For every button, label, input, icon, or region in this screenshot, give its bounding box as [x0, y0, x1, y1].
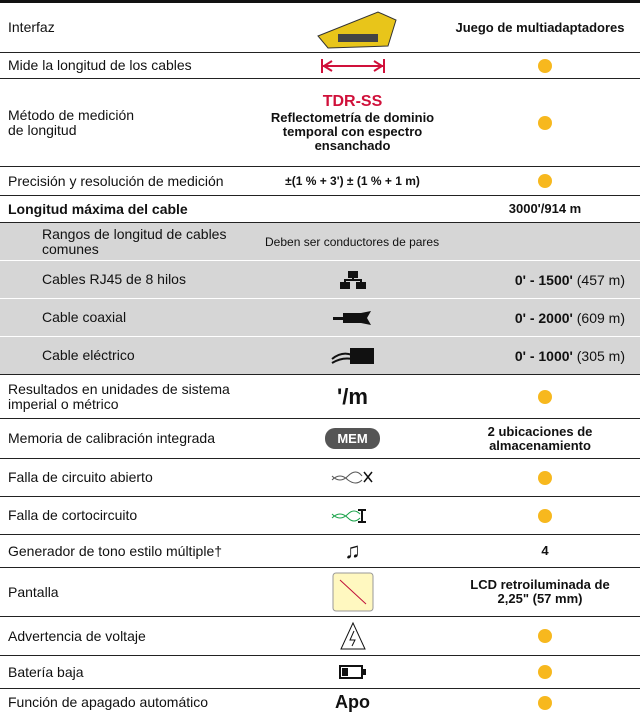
row: Memoria de calibración integrada MEM 2 u… [0, 418, 640, 458]
short-icon [255, 497, 450, 534]
row: Cable eléctrico 0' - 1000' (305 m) [0, 336, 640, 374]
row: Interfaz Juego de multiadaptadores [0, 0, 640, 52]
row: Cables RJ45 de 8 hilos 0' - 1500' (457 m… [0, 260, 640, 298]
row: Función de apagado automático Apo [0, 688, 640, 716]
yes [455, 79, 635, 166]
yes [455, 375, 635, 418]
yes [455, 167, 635, 195]
range: 0' - 1500' (457 m) [455, 261, 635, 298]
label: Rangos de longitud de cables comunes [42, 225, 227, 257]
label: Falla de cortocircuito [8, 507, 138, 523]
label: Método de medición de longitud [8, 106, 135, 138]
method-title: TDR-SS [322, 92, 383, 110]
yes [455, 497, 635, 534]
row: Advertencia de voltaje [0, 616, 640, 655]
battery-icon [255, 656, 450, 688]
row: Mide la longitud de los cables [0, 52, 640, 78]
row: Generador de tono estilo múltiple† ♫ 4 [0, 534, 640, 567]
yes [455, 656, 635, 688]
row: Resultados en unidades de sistema imperi… [0, 374, 640, 418]
range-m: (305 m) [576, 347, 625, 364]
row: Precisión y resolución de medición ±(1 %… [0, 166, 640, 195]
length-icon [255, 53, 450, 78]
label: Generador de tono estilo múltiple† [8, 542, 223, 559]
range-ft: 0' - 1500' [514, 271, 573, 288]
mem-text: MEM [325, 428, 380, 449]
apo: Apo [335, 692, 370, 712]
label: Pantalla [8, 583, 59, 600]
units: '/m [337, 383, 368, 409]
row: Longitud máxima del cable 3000'/914 m [0, 195, 640, 222]
rj45-icon [255, 261, 450, 298]
label: Longitud máxima del cable [8, 200, 188, 217]
value: Juego de multiadaptadores [455, 19, 625, 35]
range-m: (609 m) [576, 309, 625, 326]
label: Advertencia de voltaje [8, 627, 146, 644]
row: Falla de circuito abierto [0, 458, 640, 496]
open-icon [255, 459, 450, 496]
yes [455, 459, 635, 496]
range-m: (457 m) [576, 271, 625, 288]
value: LCD retroiluminada de 2,25" (57 mm) [470, 577, 610, 606]
yes [455, 617, 635, 655]
yes [455, 53, 635, 78]
row: Método de medición de longitud TDR-SS Ref… [0, 78, 640, 166]
label: Falla de circuito abierto [8, 469, 153, 485]
label: Memoria de calibración integrada [8, 430, 215, 446]
label: Cables RJ45 de 8 hilos [42, 271, 186, 287]
row: Falla de cortocircuito [0, 496, 640, 534]
label: Cable eléctrico [42, 347, 135, 363]
value: 4 [541, 543, 549, 558]
range-ft: 0' - 2000' [514, 309, 573, 326]
range-ft: 0' - 1000' [514, 347, 573, 364]
row: Cable coaxial 0' - 2000' (609 m) [0, 298, 640, 336]
label: Interfaz [8, 19, 55, 35]
coax-icon [255, 299, 450, 336]
row: Rangos de longitud de cables comunes Deb… [0, 222, 640, 260]
accuracy: ±(1 % + 3') ± (1 % + 1 m) [285, 174, 420, 188]
display-icon [255, 568, 450, 616]
label: Resultados en unidades de sistema imperi… [8, 380, 230, 412]
device-image [255, 3, 450, 52]
note: Deben ser conductores de pares [265, 235, 440, 249]
label: Cable coaxial [42, 309, 127, 325]
method: TDR-SS Reflectometría de dominio temporal… [255, 79, 450, 166]
row: Batería baja [0, 655, 640, 688]
value: 3000'/914 m [508, 201, 582, 216]
value: 2 ubicaciones de almacenamiento [487, 423, 593, 453]
voltage-icon [255, 617, 450, 655]
yes [455, 689, 635, 716]
range: 0' - 1000' (305 m) [455, 337, 635, 374]
range: 0' - 2000' (609 m) [455, 299, 635, 336]
label: Mide la longitud de los cables [8, 57, 192, 73]
label: Precisión y resolución de medición [8, 172, 224, 189]
mem-icon: MEM [255, 419, 450, 458]
row: Pantalla LCD retroiluminada de 2,25" (57… [0, 567, 640, 616]
method-text: Reflectometría de dominio temporal con e… [270, 109, 435, 153]
power-cable-icon [255, 337, 450, 374]
label: Batería baja [8, 663, 84, 680]
label: Función de apagado automático [8, 694, 209, 710]
tone-icon: ♫ [344, 538, 361, 563]
